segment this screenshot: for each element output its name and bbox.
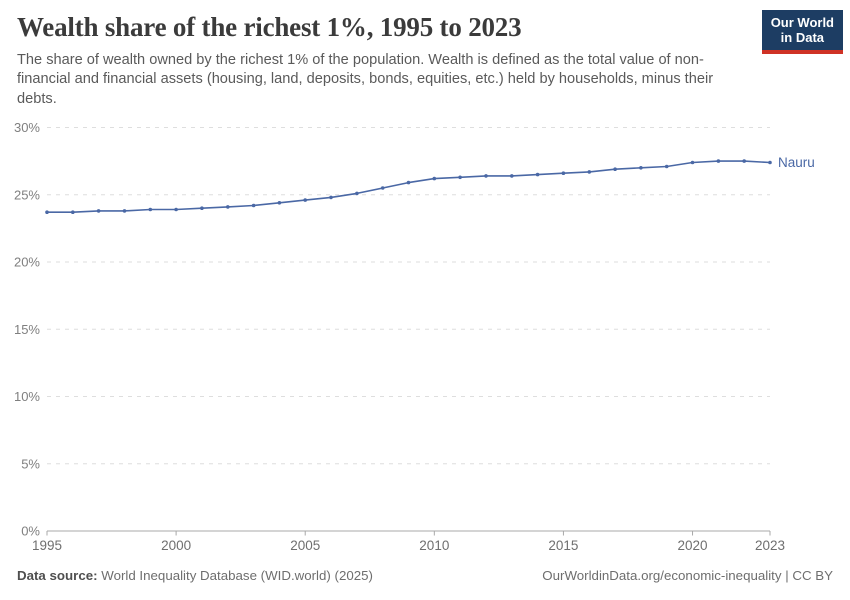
data-point: [251, 203, 256, 208]
x-tick-label: 2000: [161, 538, 191, 553]
y-tick-label: 15%: [14, 322, 40, 337]
chart-footer: Data source: World Inequality Database (…: [17, 568, 833, 583]
data-point: [613, 167, 617, 171]
data-point: [664, 164, 669, 169]
y-tick-label: 0%: [21, 524, 40, 539]
data-point: [122, 209, 127, 213]
data-point: [458, 175, 462, 180]
data-point: [484, 174, 488, 178]
y-tick-label: 20%: [14, 255, 40, 270]
data-point: [742, 159, 746, 163]
data-point: [355, 191, 359, 196]
data-point: [768, 160, 772, 165]
x-tick-label: 2010: [419, 538, 449, 553]
data-source-value: World Inequality Database (WID.world) (2…: [97, 568, 373, 583]
data-point: [690, 160, 695, 165]
y-tick-label: 30%: [14, 120, 40, 135]
data-point: [716, 159, 721, 163]
data-point: [432, 176, 437, 181]
series-end-label: Nauru: [778, 155, 815, 170]
data-point: [535, 172, 540, 177]
x-tick-label: 1995: [32, 538, 62, 553]
x-tick-label: 2020: [678, 538, 708, 553]
data-point: [561, 171, 566, 175]
data-point: [303, 198, 308, 202]
owid-logo: Our World in Data: [761, 10, 843, 54]
owid-logo-line1: Our World: [770, 15, 834, 30]
credit-line: OurWorldinData.org/economic-inequality |…: [542, 568, 833, 583]
data-point: [45, 210, 49, 214]
y-tick-label: 25%: [14, 187, 40, 202]
data-point: [71, 210, 75, 214]
data-source-label: Data source:: [17, 568, 98, 583]
data-point: [277, 201, 282, 205]
data-point: [406, 180, 411, 185]
y-tick-label: 5%: [21, 456, 40, 471]
y-tick-label: 10%: [14, 389, 40, 404]
data-point: [148, 207, 153, 212]
chart-subtitle: The share of wealth owned by the richest…: [17, 52, 714, 107]
x-tick-label: 2015: [548, 538, 578, 553]
data-point: [226, 205, 230, 209]
data-point: [510, 174, 514, 178]
x-tick-label: 2023: [755, 538, 785, 553]
data-point: [174, 207, 178, 212]
data-point: [200, 206, 204, 210]
data-point: [380, 186, 385, 190]
data-point: [587, 170, 592, 174]
data-source: Data source: World Inequality Database (…: [17, 568, 373, 583]
owid-logo-line2: in Data: [780, 30, 825, 46]
x-tick-label: 2005: [290, 538, 320, 553]
data-point: [329, 195, 333, 200]
data-point: [639, 166, 643, 170]
page-title: Wealth share of the richest 1%, 1995 to …: [17, 12, 522, 42]
series-line: [47, 160, 771, 213]
data-point: [96, 209, 101, 213]
